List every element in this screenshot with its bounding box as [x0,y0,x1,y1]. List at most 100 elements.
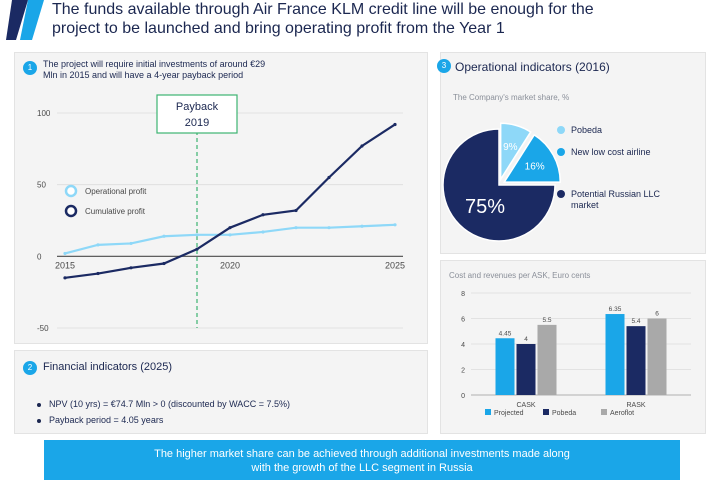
operational-title: Operational indicators (2016) [455,60,610,74]
profit-line-chart: 100 50 0 -50 2015 2020 2025 Payback 2019 Oper… [37,94,405,333]
bar [605,314,625,395]
step-badge: 1 [23,61,37,75]
investment-title: The project will require initial investm… [43,59,265,81]
data-point [327,175,331,180]
data-point [228,233,232,237]
data-point [96,271,100,276]
payback-year: 2019 [185,117,209,129]
bar-value-label: 4 [524,336,528,343]
y-tick-label: 100 [37,109,51,118]
financial-panel: 2 Financial indicators (2025) NPV (10 yr… [14,350,428,434]
pie-slice-label: 16% [525,161,545,172]
ask-bar-chart: 8 6 4 2 0 4.45 4 5.5 6.35 5.4 6 CASK RASK Projecte… [461,291,691,417]
legend-dot-icon [557,190,565,198]
data-point [360,144,364,148]
data-point [261,213,265,217]
payback-callout: Payback 2019 [156,94,238,134]
investment-title-line: The project will require initial investm… [43,59,266,69]
x-tick-label: CASK [516,402,535,409]
financial-title: Financial indicators (2025) [43,361,173,373]
legend-dot-icon [557,126,565,134]
headline-line: The funds available through Air France K… [52,1,594,18]
x-tick-label: RASK [626,402,645,409]
cost-subtitle: Cost and revenues per ASK, Euro cents [449,271,591,280]
financial-bullet: Payback period = 4.05 years [37,415,163,425]
y-tick-label: 6 [461,317,465,324]
line-series-group [63,122,397,280]
pie-slice-label: 75% [465,196,505,218]
pie-legend-pobeda: Pobeda [557,125,691,136]
data-point [327,226,331,230]
legend-label: Pobeda [552,410,576,417]
investment-title-line: Mln in 2015 and will have a 4-year payba… [43,70,244,80]
bar-value-label: 5.4 [631,318,640,325]
pie-legend-label: New low cost airline [571,147,651,157]
investment-panel: 1 The project will require initial inves… [14,52,428,344]
market-share-pie: 9% 16% 75% [442,122,561,242]
step-badge: 2 [23,361,37,375]
legend-label: Operational profit [85,187,147,196]
data-point [195,247,199,251]
footer-banner: The higher market share can be achieved … [44,440,680,480]
pie-slice [442,128,556,242]
market-share-subtitle: The Company's market share, % [453,93,570,102]
data-point [195,233,199,237]
pie-legend-label: Potential Russian LLC market [571,189,661,210]
bar-value-label: 5.5 [542,317,551,324]
data-point [162,261,166,266]
headline: The funds available through Air France K… [52,0,702,38]
y-tick-label: 8 [461,291,465,298]
y-tick-label: -50 [37,324,49,333]
series-line-cumulative [64,123,396,279]
pie-slice [502,133,561,183]
pie-labels: 9% 16% 75% [465,142,545,218]
header-bar: The funds available through Air France K… [0,0,720,46]
financial-bullet-text: Payback period = 4.05 years [49,415,164,425]
payback-label: Payback [176,101,219,113]
pie-slice-label: 9% [503,142,518,153]
bar-x-ticks: CASK RASK [516,402,645,409]
financial-bullet: NPV (10 yrs) = €74.7 Mln > 0 (discounted… [37,399,290,409]
data-point [294,226,298,230]
y-tick-label: 0 [37,252,42,261]
bar [626,326,646,395]
bar-marks: 4.45 4 5.5 6.35 5.4 6 [495,306,667,395]
data-point [393,122,397,127]
data-point [96,243,100,247]
x-tick-label: 2025 [385,260,405,270]
bullet-icon [37,402,41,407]
data-point [228,226,232,230]
payback-box [156,94,238,134]
pie-legend-label: Pobeda [571,125,603,135]
data-point [63,251,67,256]
headline-line: project to be launched and bring operati… [52,20,505,37]
bar-value-label: 6 [655,311,659,318]
legend-marker-icon [64,204,78,218]
chart-grid [57,112,403,329]
y-tick-label: 2 [461,368,465,375]
bar [537,324,557,395]
brand-swoosh-icon [6,0,44,40]
bar [647,318,667,395]
pie-legend-new-lcc: New low cost airline [557,147,661,158]
bar-y-ticks: 8 6 4 2 0 [461,291,465,400]
x-tick-label: 2015 [55,260,75,270]
x-tick-label: 2020 [220,260,240,270]
bar-value-label: 6.35 [609,306,622,313]
bar-legend: Projected Pobeda Aeroflot [485,409,634,417]
x-axis-ticks: 2015 2020 2025 [55,260,405,270]
bar-value-label: 4.45 [499,330,512,337]
y-tick-label: 50 [37,181,46,190]
legend-label: Aeroflot [610,410,634,417]
data-point [162,234,166,238]
data-point [261,230,265,234]
y-axis-ticks: 100 50 0 -50 [37,109,51,333]
financial-bullet-text: NPV (10 yrs) = €74.7 Mln > 0 (discounted… [49,399,291,409]
pie-slices [442,122,561,242]
y-tick-label: 0 [461,393,465,400]
y-tick-label: 4 [461,342,465,349]
legend-swatch-icon [543,409,549,415]
data-point [393,223,397,227]
footer-line: The higher market share can be achieved … [154,448,570,460]
line-legend: Operational profit Cumulative profit [64,184,147,218]
